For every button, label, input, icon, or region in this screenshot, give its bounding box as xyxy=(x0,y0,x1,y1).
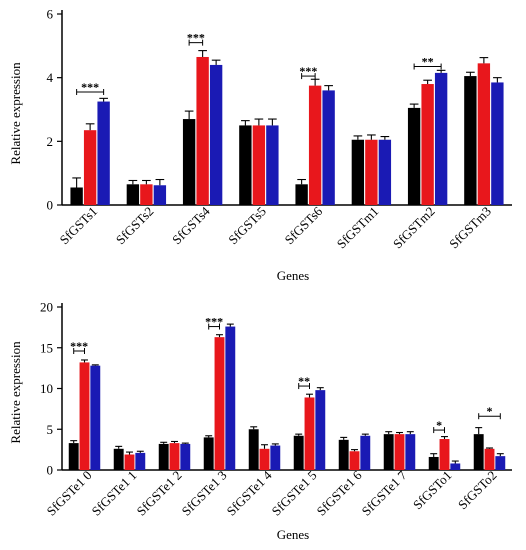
bar xyxy=(124,454,135,470)
significance-label: *** xyxy=(205,315,223,329)
bar xyxy=(491,82,504,205)
category-label: SfGSTs5 xyxy=(225,204,269,248)
y-tick-label: 0 xyxy=(47,463,54,478)
bar xyxy=(383,434,394,470)
y-tick-label: 20 xyxy=(40,300,53,315)
x-axis-title: Genes xyxy=(277,527,310,542)
bar xyxy=(153,185,167,205)
bar xyxy=(394,434,405,470)
y-tick-label: 2 xyxy=(47,134,54,149)
category-label: SfGSTe1 7 xyxy=(359,467,410,518)
bar xyxy=(349,451,360,470)
bar xyxy=(428,456,439,470)
category-label: SfGSTo2 xyxy=(455,468,500,513)
bar xyxy=(473,434,484,470)
y-tick-label: 0 xyxy=(47,198,54,213)
category-label: SfGSTe1 3 xyxy=(179,468,230,519)
bar xyxy=(113,448,124,470)
bar xyxy=(304,397,315,470)
category-label: SfGSTs6 xyxy=(282,203,326,247)
y-tick-label: 6 xyxy=(47,7,54,22)
bar xyxy=(97,101,110,205)
bar xyxy=(209,64,223,205)
bar xyxy=(405,434,416,470)
bar xyxy=(351,139,365,205)
bar xyxy=(169,443,180,470)
y-axis-title: Relative expression xyxy=(8,62,23,165)
bar xyxy=(407,107,421,205)
bar xyxy=(266,125,279,205)
bar xyxy=(434,72,448,206)
y-tick-label: 5 xyxy=(47,422,54,437)
significance-label: * xyxy=(487,404,493,418)
category-label: SfGSTe1 4 xyxy=(224,467,275,518)
category-label: SfGSTs2 xyxy=(113,204,157,248)
category-label: SfGSTe1 5 xyxy=(269,468,320,519)
bar xyxy=(439,439,450,470)
bar xyxy=(214,337,225,470)
bar xyxy=(477,63,491,205)
bar xyxy=(315,390,326,470)
category-label: SfGSTo1 xyxy=(410,468,455,513)
bar xyxy=(421,84,434,205)
category-label: SfGSTm1 xyxy=(334,204,382,252)
category-label: SfGSTe1 2 xyxy=(134,468,185,519)
bar xyxy=(140,184,153,205)
category-label: SfGSTm2 xyxy=(390,204,438,252)
bar xyxy=(180,443,191,470)
bar xyxy=(484,448,495,470)
bar xyxy=(79,362,90,470)
bar xyxy=(338,439,349,470)
bar xyxy=(158,443,169,470)
bar xyxy=(322,90,335,205)
bar xyxy=(68,443,79,470)
y-tick-label: 10 xyxy=(40,381,53,396)
significance-label: *** xyxy=(81,80,99,94)
bar xyxy=(225,326,236,470)
bar xyxy=(239,125,252,205)
bar xyxy=(270,445,281,470)
category-label: SfGSTs1 xyxy=(57,204,101,248)
bar xyxy=(293,435,304,470)
category-label: SfGSTe1 6 xyxy=(314,467,365,518)
bar xyxy=(90,365,101,470)
bar xyxy=(203,437,214,470)
bar xyxy=(126,184,140,205)
bar xyxy=(252,125,266,205)
significance-label: * xyxy=(436,418,442,432)
x-axis-title: Genes xyxy=(277,268,310,283)
category-label: SfGSTs4 xyxy=(169,203,213,247)
bar xyxy=(464,76,477,205)
significance-label: *** xyxy=(299,64,317,78)
y-tick-label: 15 xyxy=(40,340,53,355)
bar xyxy=(83,130,97,205)
category-label: SfGSTm3 xyxy=(446,204,494,252)
bar xyxy=(135,452,146,470)
bar xyxy=(365,139,378,205)
bar xyxy=(295,184,308,205)
bar xyxy=(495,456,506,470)
bar xyxy=(378,139,392,205)
significance-label: ** xyxy=(422,55,434,69)
chart-top: 0 2 4 6 Relative expression Genes SfGSTs1 SfGST… xyxy=(8,7,512,283)
bar xyxy=(182,119,196,205)
significance-label: ** xyxy=(298,374,310,388)
category-label: SfGSTe1 1 xyxy=(89,468,140,519)
bar xyxy=(70,187,83,205)
significance-label: *** xyxy=(70,339,88,353)
bar xyxy=(248,429,259,470)
bar xyxy=(308,85,322,205)
significance-label: *** xyxy=(187,31,205,45)
bar xyxy=(196,56,209,205)
bar xyxy=(360,435,371,470)
bar xyxy=(259,448,270,470)
y-tick-label: 4 xyxy=(47,70,54,85)
y-axis-title: Relative expression xyxy=(8,341,23,444)
bar xyxy=(450,463,461,470)
